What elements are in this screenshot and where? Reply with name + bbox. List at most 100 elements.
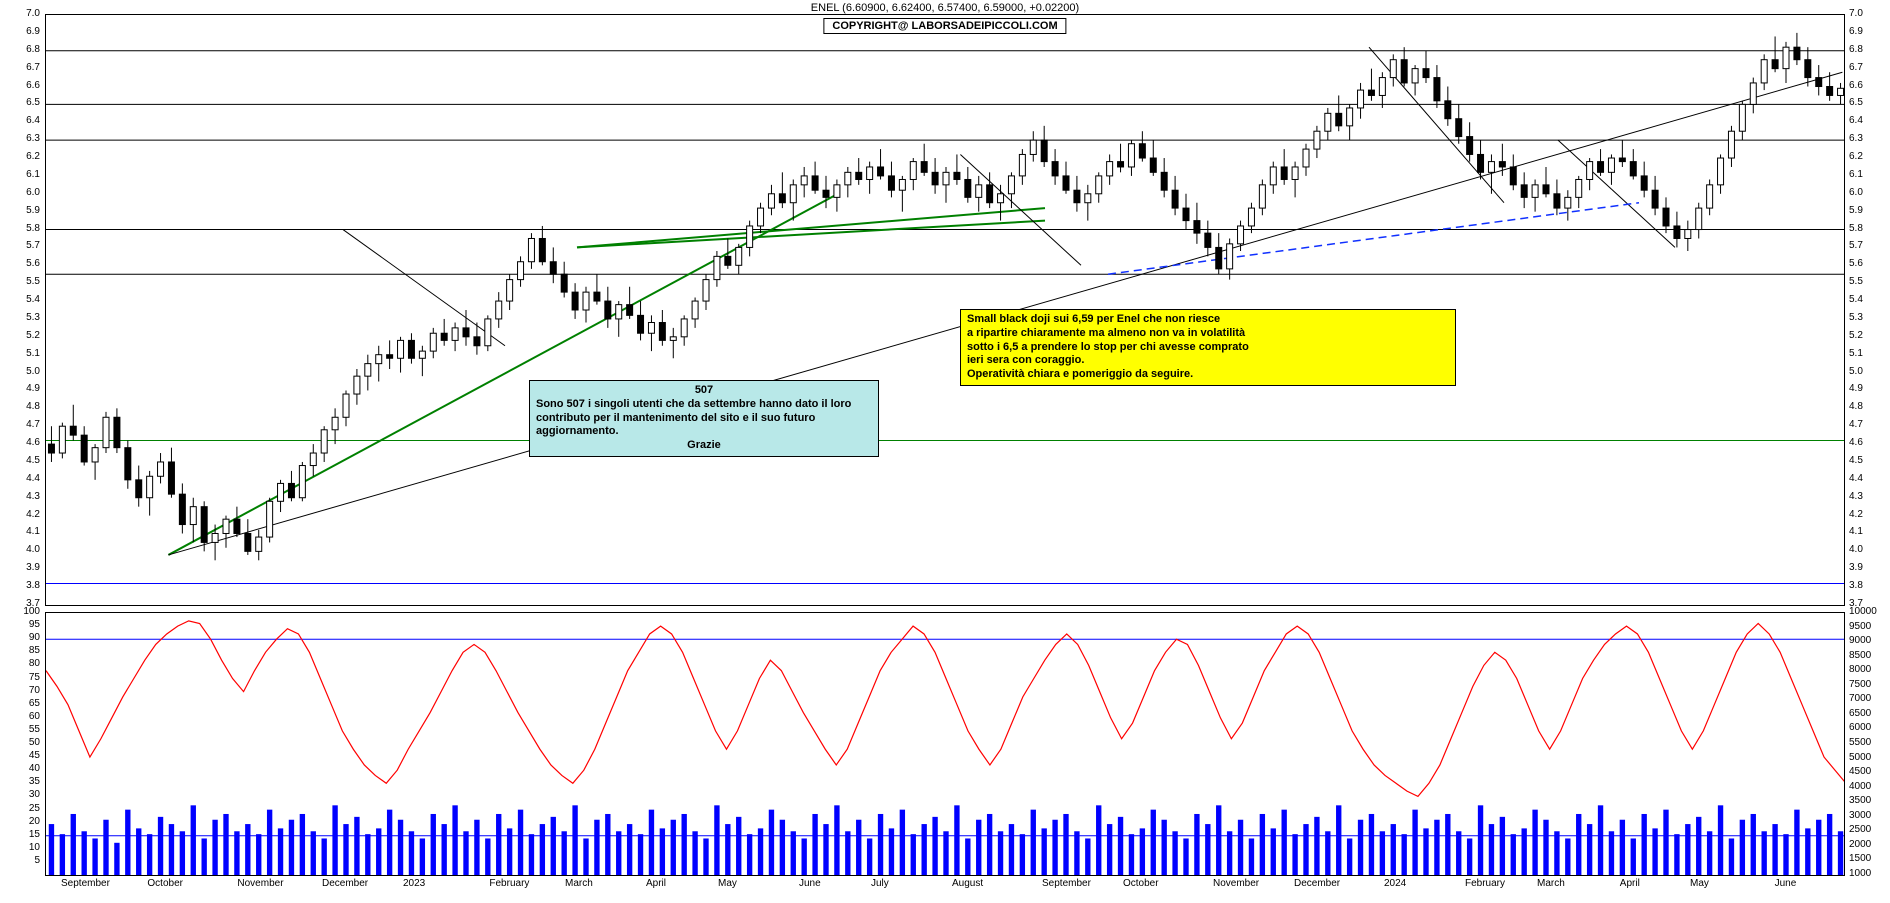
commentary-line: Operatività chiara e pomeriggio da segui… — [967, 368, 1449, 382]
price-panel — [45, 14, 1845, 606]
x-axis-tick: 2023 — [403, 878, 425, 889]
indicator-y-tick-left: 55 — [8, 725, 40, 735]
price-y-tick-right: 3.9 — [1849, 563, 1863, 573]
indicator-y-tick-right: 4500 — [1849, 767, 1871, 777]
x-axis-tick: May — [718, 878, 737, 889]
price-y-tick-right: 5.5 — [1849, 277, 1863, 287]
price-y-tick-right: 4.2 — [1849, 510, 1863, 520]
indicator-y-tick-right: 2500 — [1849, 825, 1871, 835]
x-axis-tick: March — [565, 878, 593, 889]
indicator-y-tick-right: 8000 — [1849, 665, 1871, 675]
price-y-tick-left: 4.8 — [8, 402, 40, 412]
price-y-tick-right: 6.5 — [1849, 98, 1863, 108]
commentary-line: sotto i 6,5 a prendere lo stop per chi a… — [967, 341, 1449, 355]
x-axis-tick: December — [322, 878, 368, 889]
price-y-tick-right: 5.9 — [1849, 206, 1863, 216]
price-y-tick-left: 4.3 — [8, 492, 40, 502]
info-box-cyan: 507 Sono 507 i singoli utenti che da set… — [529, 380, 879, 457]
price-y-tick-right: 5.7 — [1849, 241, 1863, 251]
x-axis-tick: April — [646, 878, 666, 889]
x-axis-tick: February — [489, 878, 529, 889]
indicator-y-tick-left: 70 — [8, 686, 40, 696]
indicator-y-tick-left: 20 — [8, 817, 40, 827]
price-y-tick-left: 4.1 — [8, 527, 40, 537]
price-chart-svg — [46, 15, 1844, 605]
price-y-tick-right: 4.3 — [1849, 492, 1863, 502]
price-y-tick-right: 5.8 — [1849, 224, 1863, 234]
price-y-tick-right: 6.0 — [1849, 188, 1863, 198]
price-y-tick-right: 4.9 — [1849, 384, 1863, 394]
price-y-tick-left: 5.5 — [8, 277, 40, 287]
commentary-line: ieri sera con coraggio. — [967, 354, 1449, 368]
price-y-tick-right: 6.7 — [1849, 63, 1863, 73]
indicator-y-tick-right: 3000 — [1849, 811, 1871, 821]
price-y-tick-left: 5.0 — [8, 367, 40, 377]
indicator-y-tick-left: 10 — [8, 843, 40, 853]
indicator-y-tick-left: 95 — [8, 620, 40, 630]
price-y-tick-right: 4.1 — [1849, 527, 1863, 537]
price-y-tick-right: 4.0 — [1849, 545, 1863, 555]
price-y-tick-right: 5.2 — [1849, 331, 1863, 341]
price-y-tick-right: 7.0 — [1849, 9, 1863, 19]
indicator-y-tick-right: 3500 — [1849, 796, 1871, 806]
price-y-tick-left: 4.7 — [8, 420, 40, 430]
price-y-tick-right: 4.8 — [1849, 402, 1863, 412]
price-y-tick-left: 5.9 — [8, 206, 40, 216]
indicator-y-tick-left: 85 — [8, 646, 40, 656]
x-axis-tick: June — [799, 878, 821, 889]
commentary-box-yellow: Small black doji sui 6,59 per Enel che n… — [960, 309, 1456, 386]
price-y-tick-left: 4.6 — [8, 438, 40, 448]
price-y-tick-left: 7.0 — [8, 9, 40, 19]
x-axis-tick: November — [1213, 878, 1259, 889]
price-y-tick-right: 4.6 — [1849, 438, 1863, 448]
price-y-tick-left: 6.7 — [8, 63, 40, 73]
indicator-y-tick-right: 1000 — [1849, 869, 1871, 879]
indicator-y-tick-right: 1500 — [1849, 854, 1871, 864]
indicator-y-tick-left: 80 — [8, 659, 40, 669]
indicator-y-tick-left: 15 — [8, 830, 40, 840]
price-y-tick-left: 6.4 — [8, 116, 40, 126]
indicator-y-tick-right: 10000 — [1849, 607, 1877, 617]
indicator-chart-svg — [46, 613, 1844, 875]
price-y-tick-left: 5.6 — [8, 259, 40, 269]
price-y-tick-right: 4.5 — [1849, 456, 1863, 466]
price-y-tick-left: 4.0 — [8, 545, 40, 555]
price-y-tick-left: 4.5 — [8, 456, 40, 466]
chart-title: ENEL (6.60900, 6.62400, 6.57400, 6.59000… — [0, 2, 1890, 14]
price-y-tick-left: 5.2 — [8, 331, 40, 341]
x-axis-tick: October — [147, 878, 183, 889]
price-y-tick-left: 6.2 — [8, 152, 40, 162]
indicator-y-tick-left: 25 — [8, 804, 40, 814]
price-y-tick-left: 3.8 — [8, 581, 40, 591]
indicator-y-tick-left: 45 — [8, 751, 40, 761]
price-y-tick-left: 6.8 — [8, 45, 40, 55]
indicator-y-tick-right: 5500 — [1849, 738, 1871, 748]
commentary-line: Small black doji sui 6,59 per Enel che n… — [967, 313, 1449, 327]
price-y-tick-left: 6.0 — [8, 188, 40, 198]
x-axis-tick: May — [1690, 878, 1709, 889]
price-y-tick-right: 3.8 — [1849, 581, 1863, 591]
price-y-tick-right: 6.6 — [1849, 81, 1863, 91]
indicator-y-tick-right: 9500 — [1849, 622, 1871, 632]
x-axis-tick: November — [237, 878, 283, 889]
indicator-y-tick-left: 30 — [8, 790, 40, 800]
x-axis-tick: April — [1620, 878, 1640, 889]
price-y-tick-left: 6.5 — [8, 98, 40, 108]
indicator-y-tick-right: 5000 — [1849, 753, 1871, 763]
price-y-tick-right: 5.4 — [1849, 295, 1863, 305]
price-y-tick-left: 6.3 — [8, 134, 40, 144]
info-box-footer: Grazie — [536, 439, 872, 453]
price-y-tick-right: 4.7 — [1849, 420, 1863, 430]
price-y-tick-right: 5.0 — [1849, 367, 1863, 377]
indicator-y-tick-right: 6500 — [1849, 709, 1871, 719]
indicator-y-tick-right: 7500 — [1849, 680, 1871, 690]
price-y-tick-left: 4.4 — [8, 474, 40, 484]
price-y-tick-left: 4.9 — [8, 384, 40, 394]
price-y-tick-right: 6.3 — [1849, 134, 1863, 144]
price-y-tick-right: 4.4 — [1849, 474, 1863, 484]
price-y-tick-right: 6.1 — [1849, 170, 1863, 180]
price-y-tick-left: 4.2 — [8, 510, 40, 520]
indicator-y-tick-right: 9000 — [1849, 636, 1871, 646]
x-axis-tick: September — [1042, 878, 1091, 889]
price-y-tick-left: 5.1 — [8, 349, 40, 359]
